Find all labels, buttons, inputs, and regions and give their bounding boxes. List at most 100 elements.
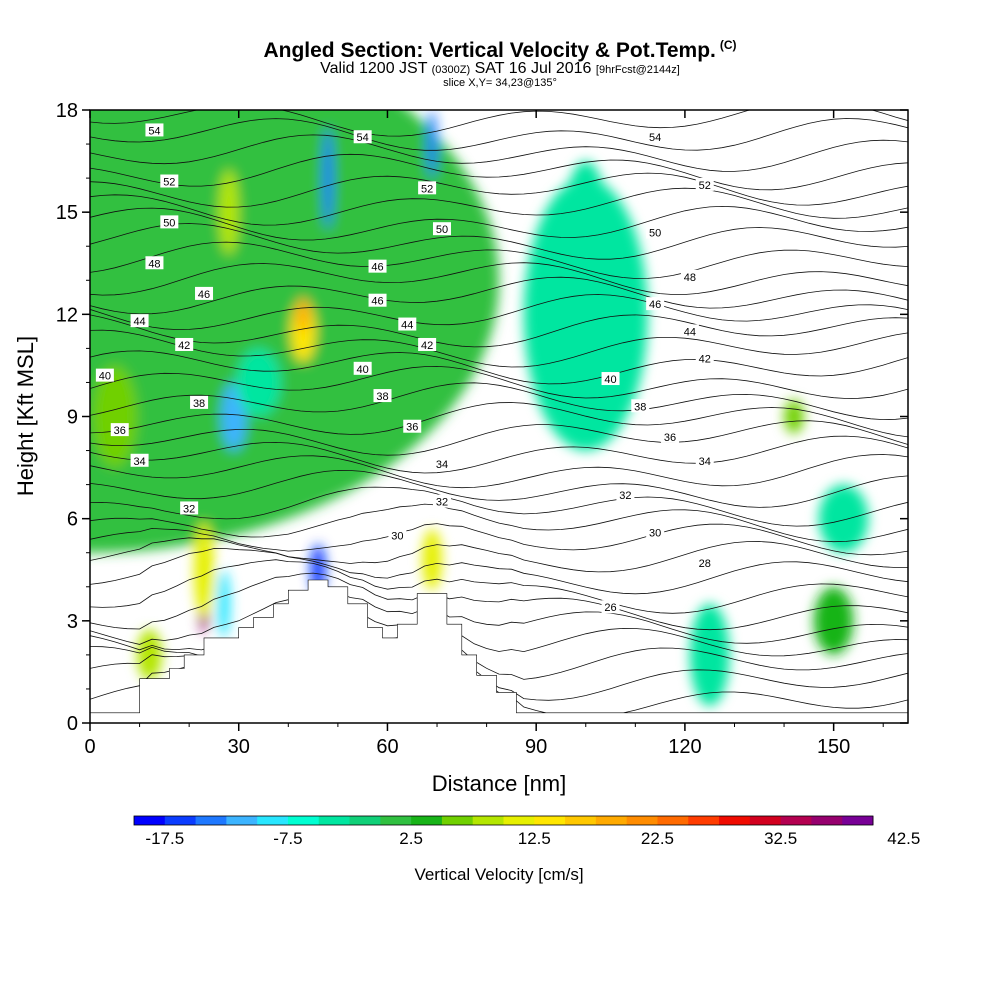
colorbar-swatch (657, 816, 689, 825)
isentrope-line (90, 402, 908, 438)
isentrope-line (90, 118, 908, 151)
contour-label-text: 42 (421, 340, 433, 352)
colorbar-swatch (811, 816, 843, 825)
contour-label: 42 (175, 337, 194, 352)
contour-label-text: 50 (649, 228, 661, 240)
contour-label-text: 38 (193, 398, 205, 410)
x-tick-label: 150 (817, 736, 850, 758)
isentrope-line (90, 329, 908, 368)
velocity-cell (290, 300, 316, 363)
isentrope-line (90, 503, 908, 543)
isentrope-line (90, 548, 908, 595)
contour-label: 28 (695, 555, 714, 570)
isentrope-line (90, 365, 908, 399)
contour-label-text: 36 (406, 422, 418, 434)
contour-label-text: 46 (198, 289, 210, 301)
isentrope-line (90, 454, 908, 489)
contour-label-text: 52 (421, 183, 433, 195)
valid-time: Valid 1200 JST (320, 60, 428, 77)
isentrope-line (90, 559, 908, 614)
contour-label: 40 (353, 361, 372, 376)
contour-label-text: 52 (699, 180, 711, 192)
contour-label-text: 36 (114, 425, 126, 437)
velocity-cell (784, 399, 804, 434)
isentrope-line (90, 486, 908, 527)
colorbar-swatch (164, 816, 197, 825)
y-tick-label: 18 (56, 100, 78, 122)
isentrope-line (90, 314, 908, 348)
isentrope-line (90, 110, 908, 137)
isentrope-line (90, 294, 908, 331)
velocity-cell (813, 586, 854, 655)
colorbar-swatch (472, 816, 504, 825)
colorbar-swatch (349, 816, 381, 825)
contour-label-text: 46 (371, 296, 383, 308)
isentrope-line (90, 153, 908, 191)
colorbar-swatch (380, 816, 412, 825)
colorbar-swatch (411, 816, 443, 825)
velocity-cell (689, 603, 730, 706)
colorbar-swatch (749, 816, 782, 825)
contour-label-text: 30 (391, 531, 403, 543)
contour-label: 50 (432, 222, 451, 236)
contour-label: 52 (160, 174, 179, 189)
colorbar-swatch (565, 816, 597, 825)
contour-label: 40 (601, 372, 620, 386)
contour-label: 38 (190, 395, 209, 410)
contour-label: 38 (373, 389, 392, 403)
velocity-cell (137, 629, 162, 681)
colorbar-tick-label: -17.5 (145, 829, 184, 848)
contour-label-text: 48 (684, 272, 696, 284)
colorbar-tick-label: 42.5 (887, 829, 920, 848)
terrain-mask (89, 579, 909, 724)
title-units: (C) (719, 38, 737, 52)
contour-label: 32 (616, 487, 635, 502)
isentrope-line (90, 350, 908, 385)
contour-label-text: 34 (436, 459, 448, 471)
isentrope-line (90, 187, 908, 226)
contour-label: 46 (646, 297, 665, 311)
colorbar-swatch (688, 816, 720, 825)
contour-label-text: 50 (436, 224, 448, 236)
isentrope-line (90, 262, 908, 296)
contour-label-text: 26 (604, 602, 616, 614)
colorbar-swatch (441, 816, 474, 825)
isentrope-line (90, 382, 908, 421)
contour-label-text: 32 (436, 497, 448, 509)
contour-label: 46 (195, 286, 214, 301)
isentrope-line (90, 435, 908, 474)
chart-title: Angled Section: Vertical Velocity & Pot.… (0, 38, 1000, 63)
colorbar-swatch (842, 816, 874, 825)
velocity-cell (92, 365, 138, 468)
contour-label: 38 (631, 399, 650, 413)
contour-label-text: 50 (163, 217, 175, 229)
contour-label: 40 (95, 368, 114, 383)
velocity-cell (818, 484, 869, 553)
contour-label-text: 42 (699, 354, 711, 366)
isentrope-line (90, 420, 908, 456)
x-tick-label: 90 (525, 736, 547, 758)
contour-label-text: 44 (133, 316, 145, 328)
contour-label: 34 (130, 453, 149, 468)
colorbar-swatch (626, 816, 658, 825)
x-tick-label: 0 (84, 736, 95, 758)
colorbar-tick-label: 32.5 (764, 829, 797, 848)
colorbar-swatch (318, 816, 351, 825)
velocity-cell (90, 110, 499, 553)
velocity-cell (194, 522, 214, 618)
contour-label: 50 (160, 215, 179, 229)
valid-date: SAT 16 Jul 2016 (474, 60, 592, 77)
contour-label: 36 (661, 429, 680, 444)
isentrope-line (90, 223, 908, 260)
contour-label-text: 38 (376, 391, 388, 403)
contour-label-text: 32 (619, 490, 631, 502)
velocity-cell (218, 169, 239, 255)
y-tick-label: 3 (67, 611, 78, 633)
isentrope-line (90, 523, 908, 556)
contour-label: 34 (432, 457, 451, 471)
chart-title-text: Angled Section: Vertical Velocity & Pot.… (263, 39, 716, 62)
contour-label-text: 36 (664, 432, 676, 444)
contour-label: 44 (130, 314, 149, 328)
contour-label-text: 54 (649, 132, 661, 144)
